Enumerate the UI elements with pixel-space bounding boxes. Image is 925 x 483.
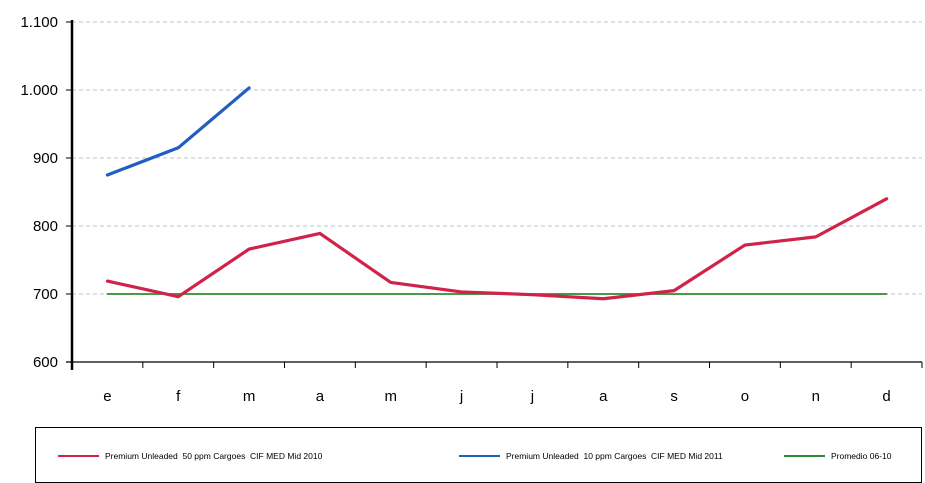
legend-item-series-3: Promedio 06-10 <box>784 449 891 463</box>
series-line-2 <box>105 86 251 177</box>
y-tick-label: 700 <box>33 286 58 303</box>
legend-item-series-2: Premium Unleaded 10 ppm Cargoes CIF MED … <box>459 449 723 463</box>
legend: Premium Unleaded 50 ppm Cargoes CIF MED … <box>35 427 922 483</box>
legend-swatch-series-3 <box>784 455 825 457</box>
legend-label-series-1: Premium Unleaded 50 ppm Cargoes CIF MED … <box>105 451 323 461</box>
x-tick-label: m <box>243 388 256 405</box>
legend-item-series-1: Premium Unleaded 50 ppm Cargoes CIF MED … <box>58 449 322 463</box>
legend-label-series-3: Promedio 06-10 <box>831 451 892 461</box>
y-axis-tick-labels: 600 700 800 900 1.000 1.100 <box>20 14 58 371</box>
line-chart: 600 700 800 900 1.000 1.100 e f m a m j j a s o n d <box>20 14 923 405</box>
x-tick-label: a <box>599 388 608 405</box>
series-lines <box>105 86 889 301</box>
x-tick-label: m <box>385 388 398 405</box>
x-tick-label: n <box>812 388 820 405</box>
x-tick-label: f <box>176 388 181 405</box>
x-tick-label: a <box>316 388 325 405</box>
x-tick-label: j <box>530 388 534 405</box>
legend-swatch-series-1 <box>58 455 99 457</box>
series-line-1 <box>105 197 889 301</box>
grid-lines <box>72 21 922 295</box>
x-tick-label: o <box>741 388 749 405</box>
x-tick-label: d <box>882 388 890 405</box>
x-tick-label: j <box>459 388 463 405</box>
y-tick-label: 800 <box>33 218 58 235</box>
legend-label-series-2: Premium Unleaded 10 ppm Cargoes CIF MED … <box>506 451 723 461</box>
y-tick-label: 900 <box>33 150 58 167</box>
x-tick-label: s <box>670 388 678 405</box>
y-tick-label: 1.000 <box>20 82 58 99</box>
y-tick-label: 1.100 <box>20 14 58 31</box>
y-tick-label: 600 <box>33 354 58 371</box>
axes <box>66 20 923 370</box>
legend-swatch-series-2 <box>459 455 500 457</box>
x-tick-label: e <box>103 388 111 405</box>
